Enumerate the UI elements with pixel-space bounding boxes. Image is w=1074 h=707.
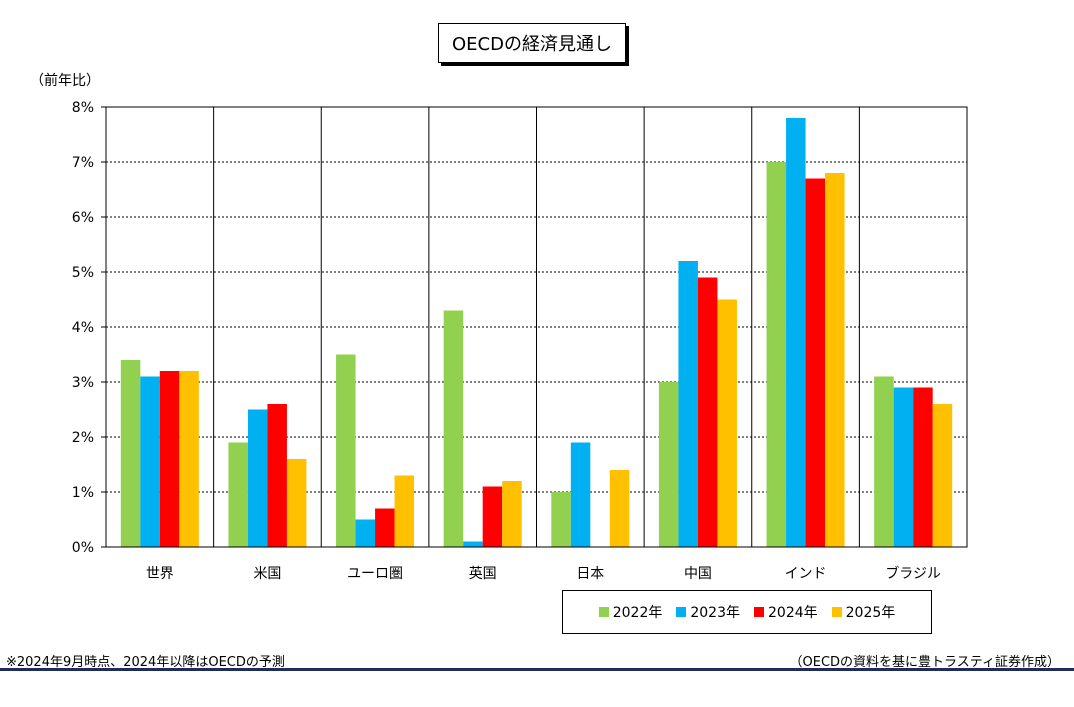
y-tick-label: 3% (72, 375, 94, 391)
bar (394, 475, 415, 547)
bar (375, 508, 395, 547)
legend-swatch (754, 607, 764, 617)
chart-title: OECDの経済見通し (438, 23, 626, 63)
y-tick-label: 5% (72, 265, 94, 281)
x-category-label: 世界 (146, 566, 174, 582)
bar (140, 376, 160, 547)
bar (179, 371, 199, 547)
y-tick-label: 8% (72, 100, 94, 116)
legend-item: 2022年 (598, 602, 663, 622)
bar (228, 442, 248, 547)
y-tick-label: 0% (72, 540, 94, 556)
bar (697, 277, 718, 547)
legend-swatch (831, 607, 842, 617)
y-tick-label: 2% (72, 430, 94, 446)
x-category-label: 中国 (684, 566, 712, 582)
legend-label: 2023年 (690, 605, 740, 621)
bar (893, 387, 914, 547)
bar (570, 442, 591, 547)
bar (267, 404, 287, 547)
bar (482, 486, 503, 547)
legend-item: 2024年 (754, 602, 818, 622)
bar (805, 178, 826, 547)
bar (247, 409, 268, 547)
bar (874, 376, 894, 547)
bar (463, 541, 483, 547)
footnote-left: ※2024年9月時点、2024年以降はOECDの予測 (6, 655, 285, 670)
bar (658, 382, 679, 547)
bar (717, 299, 737, 547)
bar (932, 404, 953, 547)
legend: 2022年 2023年 2024年 2025年 (562, 590, 932, 634)
legend-swatch (598, 607, 609, 617)
bar (913, 387, 933, 547)
bar (609, 470, 630, 547)
bar (336, 354, 356, 547)
bar (786, 118, 806, 547)
bar (502, 481, 522, 547)
bar (766, 162, 787, 547)
bar (443, 310, 464, 547)
y-axis-unit-label: （前年比） (30, 73, 100, 89)
source-note: （OECDの資料を基に豊トラスティ証券作成） (789, 655, 1061, 670)
x-category-label: 日本 (576, 566, 604, 582)
x-category-label: インド (785, 566, 827, 582)
legend-swatch (676, 607, 687, 617)
bottom-divider (0, 668, 1074, 671)
bar (159, 371, 180, 547)
x-category-label: ユーロ圏 (347, 566, 403, 582)
x-category-label: ブラジル (885, 565, 941, 582)
x-category-label: 英国 (469, 565, 497, 582)
x-category-label: 米国 (253, 566, 281, 582)
bar (286, 459, 307, 547)
legend-label: 2025年 (845, 605, 896, 621)
bar (551, 492, 571, 547)
legend-item: 2025年 (831, 602, 896, 622)
legend-label: 2024年 (768, 605, 818, 621)
bar (825, 173, 845, 547)
legend-item: 2023年 (676, 602, 740, 622)
y-tick-label: 7% (72, 155, 94, 171)
plot-frame (105, 106, 968, 548)
bar (120, 360, 141, 547)
bar (678, 261, 698, 547)
bar (355, 519, 376, 547)
y-tick-label: 6% (72, 210, 94, 226)
legend-label: 2022年 (612, 605, 663, 621)
y-tick-label: 1% (72, 485, 94, 501)
y-tick-label: 4% (72, 320, 94, 336)
